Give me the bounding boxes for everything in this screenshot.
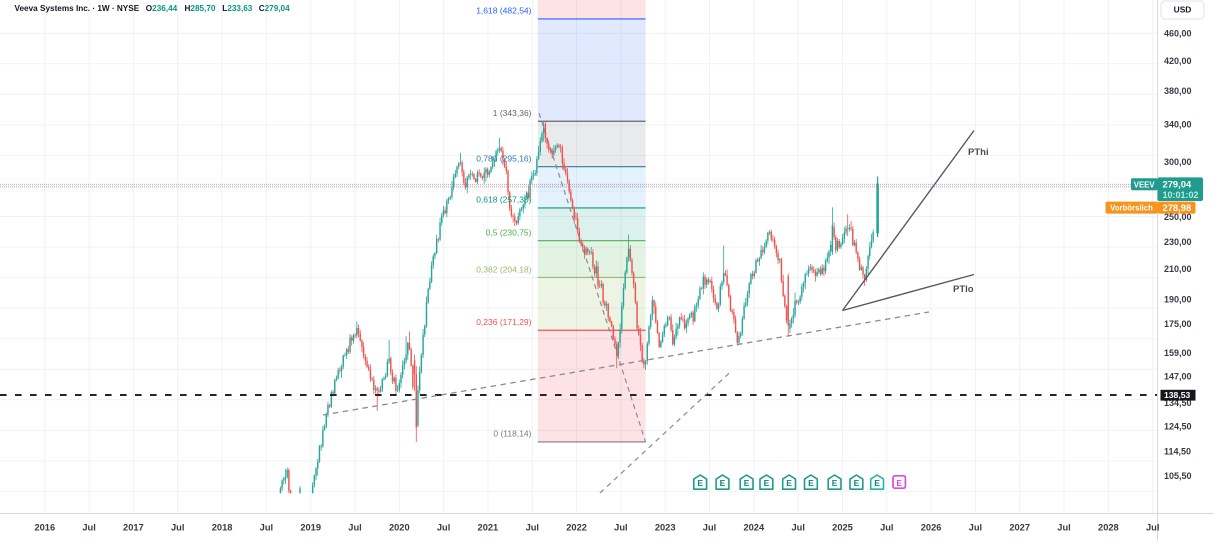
svg-text:230,00: 230,00: [1164, 237, 1192, 247]
svg-text:VEEV: VEEV: [1134, 180, 1156, 189]
svg-text:E: E: [854, 478, 860, 488]
svg-text:E: E: [764, 478, 770, 488]
svg-text:2027: 2027: [1009, 523, 1030, 533]
svg-text:USD: USD: [1174, 5, 1192, 15]
svg-text:E: E: [897, 479, 903, 488]
svg-text:2028: 2028: [1098, 523, 1119, 533]
svg-text:Jul: Jul: [614, 523, 627, 533]
svg-text:0,236 (171,29): 0,236 (171,29): [476, 317, 531, 327]
svg-text:Jul: Jul: [880, 523, 893, 533]
svg-text:L233,63: L233,63: [222, 4, 253, 13]
svg-text:1,618 (482,54): 1,618 (482,54): [476, 6, 531, 16]
svg-text:2020: 2020: [389, 523, 410, 533]
svg-text:PThi: PThi: [968, 147, 989, 158]
svg-text:134,50: 134,50: [1164, 398, 1192, 408]
svg-text:114,50: 114,50: [1164, 447, 1191, 457]
svg-text:PTlo: PTlo: [953, 284, 974, 295]
svg-text:175,00: 175,00: [1164, 319, 1192, 329]
svg-text:E: E: [786, 478, 792, 488]
svg-text:E: E: [697, 478, 703, 488]
svg-text:Jul: Jul: [348, 523, 361, 533]
svg-text:Jul: Jul: [1146, 523, 1159, 533]
svg-text:Jul: Jul: [969, 523, 982, 533]
svg-text:0,786 (295,16): 0,786 (295,16): [476, 154, 531, 164]
svg-text:2023: 2023: [655, 523, 676, 533]
svg-text:380,00: 380,00: [1164, 86, 1192, 96]
svg-text:2022: 2022: [566, 523, 587, 533]
svg-text:250,00: 250,00: [1164, 212, 1192, 222]
svg-text:E: E: [744, 478, 750, 488]
svg-text:Jul: Jul: [1057, 523, 1070, 533]
svg-text:Jul: Jul: [703, 523, 716, 533]
svg-text:159,00: 159,00: [1164, 348, 1192, 358]
svg-text:10:01:02: 10:01:02: [1163, 190, 1199, 200]
svg-text:0,382 (204,18): 0,382 (204,18): [476, 264, 531, 274]
svg-text:Jul: Jul: [526, 523, 539, 533]
svg-text:1 (343,36): 1 (343,36): [493, 108, 532, 118]
svg-text:124,50: 124,50: [1164, 421, 1192, 431]
svg-text:2016: 2016: [34, 523, 55, 533]
svg-text:2026: 2026: [921, 523, 942, 533]
svg-text:420,00: 420,00: [1164, 56, 1192, 66]
svg-text:E: E: [874, 478, 880, 488]
svg-text:E: E: [720, 478, 726, 488]
svg-text:147,00: 147,00: [1164, 371, 1192, 381]
svg-text:210,00: 210,00: [1164, 264, 1192, 274]
svg-text:2017: 2017: [123, 523, 144, 533]
svg-text:138,53: 138,53: [1164, 390, 1191, 400]
svg-text:2025: 2025: [832, 523, 853, 533]
svg-text:105,50: 105,50: [1164, 471, 1192, 481]
svg-text:O236,44: O236,44: [146, 4, 178, 13]
svg-text:Jul: Jul: [791, 523, 804, 533]
svg-text:190,00: 190,00: [1164, 294, 1192, 304]
svg-text:0 (118,14): 0 (118,14): [493, 429, 531, 439]
svg-text:2018: 2018: [212, 523, 233, 533]
svg-text:Vorbörslich: Vorbörslich: [1110, 204, 1153, 213]
svg-text:Jul: Jul: [82, 523, 95, 533]
svg-text:279,04: 279,04: [1163, 179, 1192, 190]
svg-text:E: E: [808, 478, 814, 488]
svg-text:0,5 (230,75): 0,5 (230,75): [486, 228, 532, 238]
svg-text:Jul: Jul: [437, 523, 450, 533]
svg-text:460,00: 460,00: [1164, 29, 1192, 39]
svg-text:340,00: 340,00: [1164, 119, 1192, 129]
svg-text:300,00: 300,00: [1164, 157, 1192, 167]
svg-text:C279,04: C279,04: [259, 4, 290, 13]
svg-text:2019: 2019: [300, 523, 321, 533]
svg-text:H285,70: H285,70: [185, 4, 216, 13]
svg-text:0,618 (257,33): 0,618 (257,33): [476, 195, 531, 205]
svg-text:E: E: [832, 478, 838, 488]
svg-text:Veeva Systems Inc. · 1W · NYSE: Veeva Systems Inc. · 1W · NYSE: [15, 4, 140, 13]
svg-text:2021: 2021: [478, 523, 499, 533]
svg-text:278,98: 278,98: [1163, 202, 1192, 213]
svg-text:2024: 2024: [743, 523, 765, 533]
svg-text:Jul: Jul: [260, 523, 273, 533]
svg-text:Jul: Jul: [171, 523, 184, 533]
